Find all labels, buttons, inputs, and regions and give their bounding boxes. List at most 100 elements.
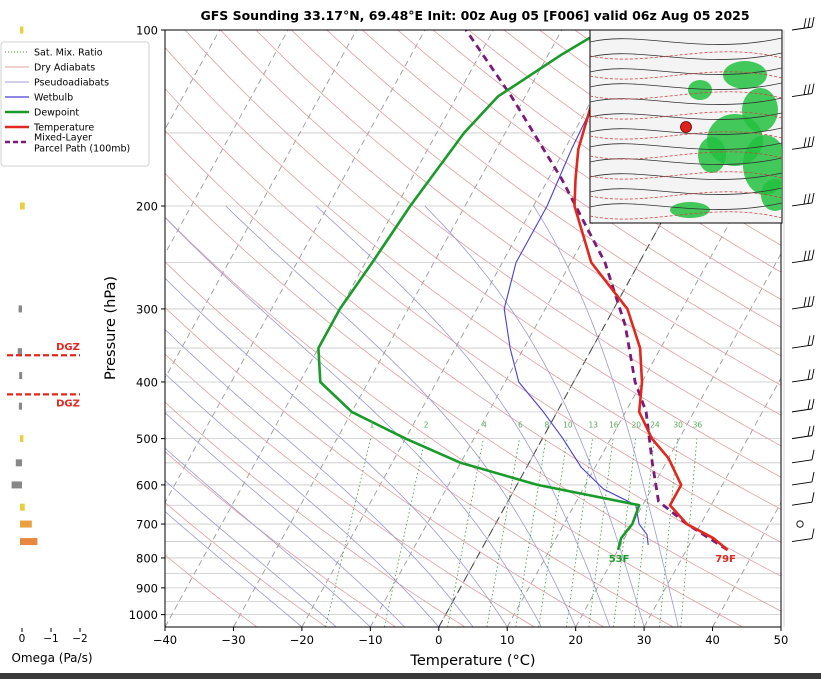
dry-adiabat-line: [255, 30, 781, 416]
pseudoadiabat-line: [165, 277, 508, 627]
mixing-ratio-line: [588, 438, 614, 627]
isobar-contour: [590, 127, 782, 135]
pseudoadiabat-line: [165, 447, 371, 627]
thickness-contour: [590, 171, 782, 180]
pseudoadiabat-line: [165, 480, 337, 627]
y-tick-label: 1000: [129, 608, 158, 622]
mixing-ratio-label: 10: [563, 420, 573, 429]
x-tick-label: −30: [221, 633, 245, 647]
omega-bar: [20, 435, 24, 443]
wind-barb-flag: [811, 528, 815, 539]
omega-bar: [15, 459, 22, 467]
dry-adiabat-line: [165, 451, 396, 627]
wind-barb: [791, 295, 815, 310]
wind-barb-flag: [811, 83, 815, 94]
dry-adiabat-line: [165, 554, 258, 627]
x-tick-label: −40: [153, 633, 177, 647]
wind-barb-flag: [811, 295, 815, 307]
pseudoadiabat-line: [225, 205, 577, 627]
dry-adiabat-line: [165, 261, 674, 627]
wind-barb-shaft: [791, 259, 813, 264]
wind-barb-shaft: [791, 408, 813, 413]
wind-barb-flag: [807, 193, 811, 204]
inset-content: [590, 37, 782, 220]
pseudoadiabat-line: [533, 205, 679, 627]
isotherm-line: [712, 501, 781, 627]
x-tick-label: 0: [435, 633, 442, 647]
wind-barbs: [783, 16, 815, 627]
legend-label: Dewpoint: [34, 108, 79, 119]
series-line-mixed-layer-parcel-path-100mb-: [464, 30, 729, 552]
wind-barb: [791, 368, 815, 383]
legend-label: Mixed-Layer: [34, 133, 92, 144]
mixing-ratio-label: 36: [693, 420, 703, 429]
thickness-contour: [590, 71, 782, 80]
pseudoadiabat-line: [165, 412, 405, 627]
y-tick-label: 500: [136, 432, 158, 446]
isobar-contour: [590, 97, 782, 105]
wind-barb-flag: [803, 297, 807, 308]
y-tick-label: 800: [136, 551, 158, 565]
isotherm-line: [643, 377, 781, 627]
wind-barb: [791, 471, 815, 486]
pseudoadiabat-line: [315, 205, 611, 627]
mixing-ratio-line: [325, 438, 372, 627]
pseudoadiabat-line: [424, 205, 645, 627]
wind-barb-flag: [807, 250, 811, 261]
mixing-ratio-label: 13: [589, 420, 599, 429]
thickness-contour: [590, 211, 782, 220]
omega-bar: [20, 538, 38, 546]
legend-box: [0, 41, 150, 167]
wind-barb-shaft: [791, 93, 813, 98]
isobar-contour: [590, 187, 782, 195]
precip-area: [688, 80, 712, 100]
dgz-label-top: DGZ: [56, 342, 80, 353]
wind-barb-shaft: [791, 481, 813, 486]
wind-barb-flag: [803, 137, 807, 148]
wind-barb-shaft: [791, 501, 813, 506]
isobar-contour: [590, 172, 782, 180]
wind-barb-shaft: [791, 26, 813, 31]
isotherm-line: [506, 128, 781, 627]
wind-barb: [791, 334, 815, 349]
mixing-ratio-line: [383, 438, 426, 627]
mixing-ratio-label: 4: [482, 420, 487, 429]
isobar-contour: [590, 157, 782, 165]
y-tick-label: 400: [136, 375, 158, 389]
mixing-ratio-line: [680, 438, 698, 627]
pseudoadiabat-line: [165, 329, 474, 627]
isobar-contour: [590, 142, 782, 150]
y-axis-label: Pressure (hPa): [103, 276, 119, 380]
isobar-contour: [590, 82, 782, 90]
omega-bar: [20, 520, 32, 528]
location-marker: [680, 121, 692, 133]
wind-barb-flag: [811, 471, 815, 483]
x-tick-label: 50: [774, 633, 789, 647]
wind-barb-flag: [811, 16, 815, 28]
omega-bar: [20, 503, 25, 511]
thickness-contour: [590, 191, 782, 200]
wind-barb-shaft: [791, 305, 813, 310]
wind-barb-flag: [807, 399, 811, 410]
wind-barb-flag: [807, 426, 811, 437]
dry-adiabat-line: [397, 30, 781, 300]
wind-barb-flag: [811, 449, 815, 460]
isobar-contour: [590, 202, 782, 210]
wind-barb-flag: [807, 84, 811, 95]
chart-title: GFS Sounding 33.17°N, 69.48°E Init: 00z …: [200, 8, 749, 23]
wind-barb: [791, 83, 815, 98]
mixing-ratio-line: [486, 438, 520, 627]
pseudoadiabat-line: [165, 216, 542, 627]
legend-label: Pseudoadiabats: [34, 78, 109, 89]
omega-bar: [11, 481, 22, 489]
omega-bar: [18, 305, 22, 313]
mixing-ratio-label: 1: [370, 420, 375, 429]
isotherm-line: [233, 30, 563, 627]
mixing-ratio-label: 20: [631, 420, 641, 429]
wind-barb-shaft: [791, 202, 813, 207]
dry-adiabat-line: [165, 216, 743, 627]
y-tick-label: 900: [136, 581, 158, 595]
wind-barb: [791, 16, 815, 31]
wind-barb-flag: [811, 492, 815, 503]
dry-adiabat-line: [291, 30, 781, 386]
